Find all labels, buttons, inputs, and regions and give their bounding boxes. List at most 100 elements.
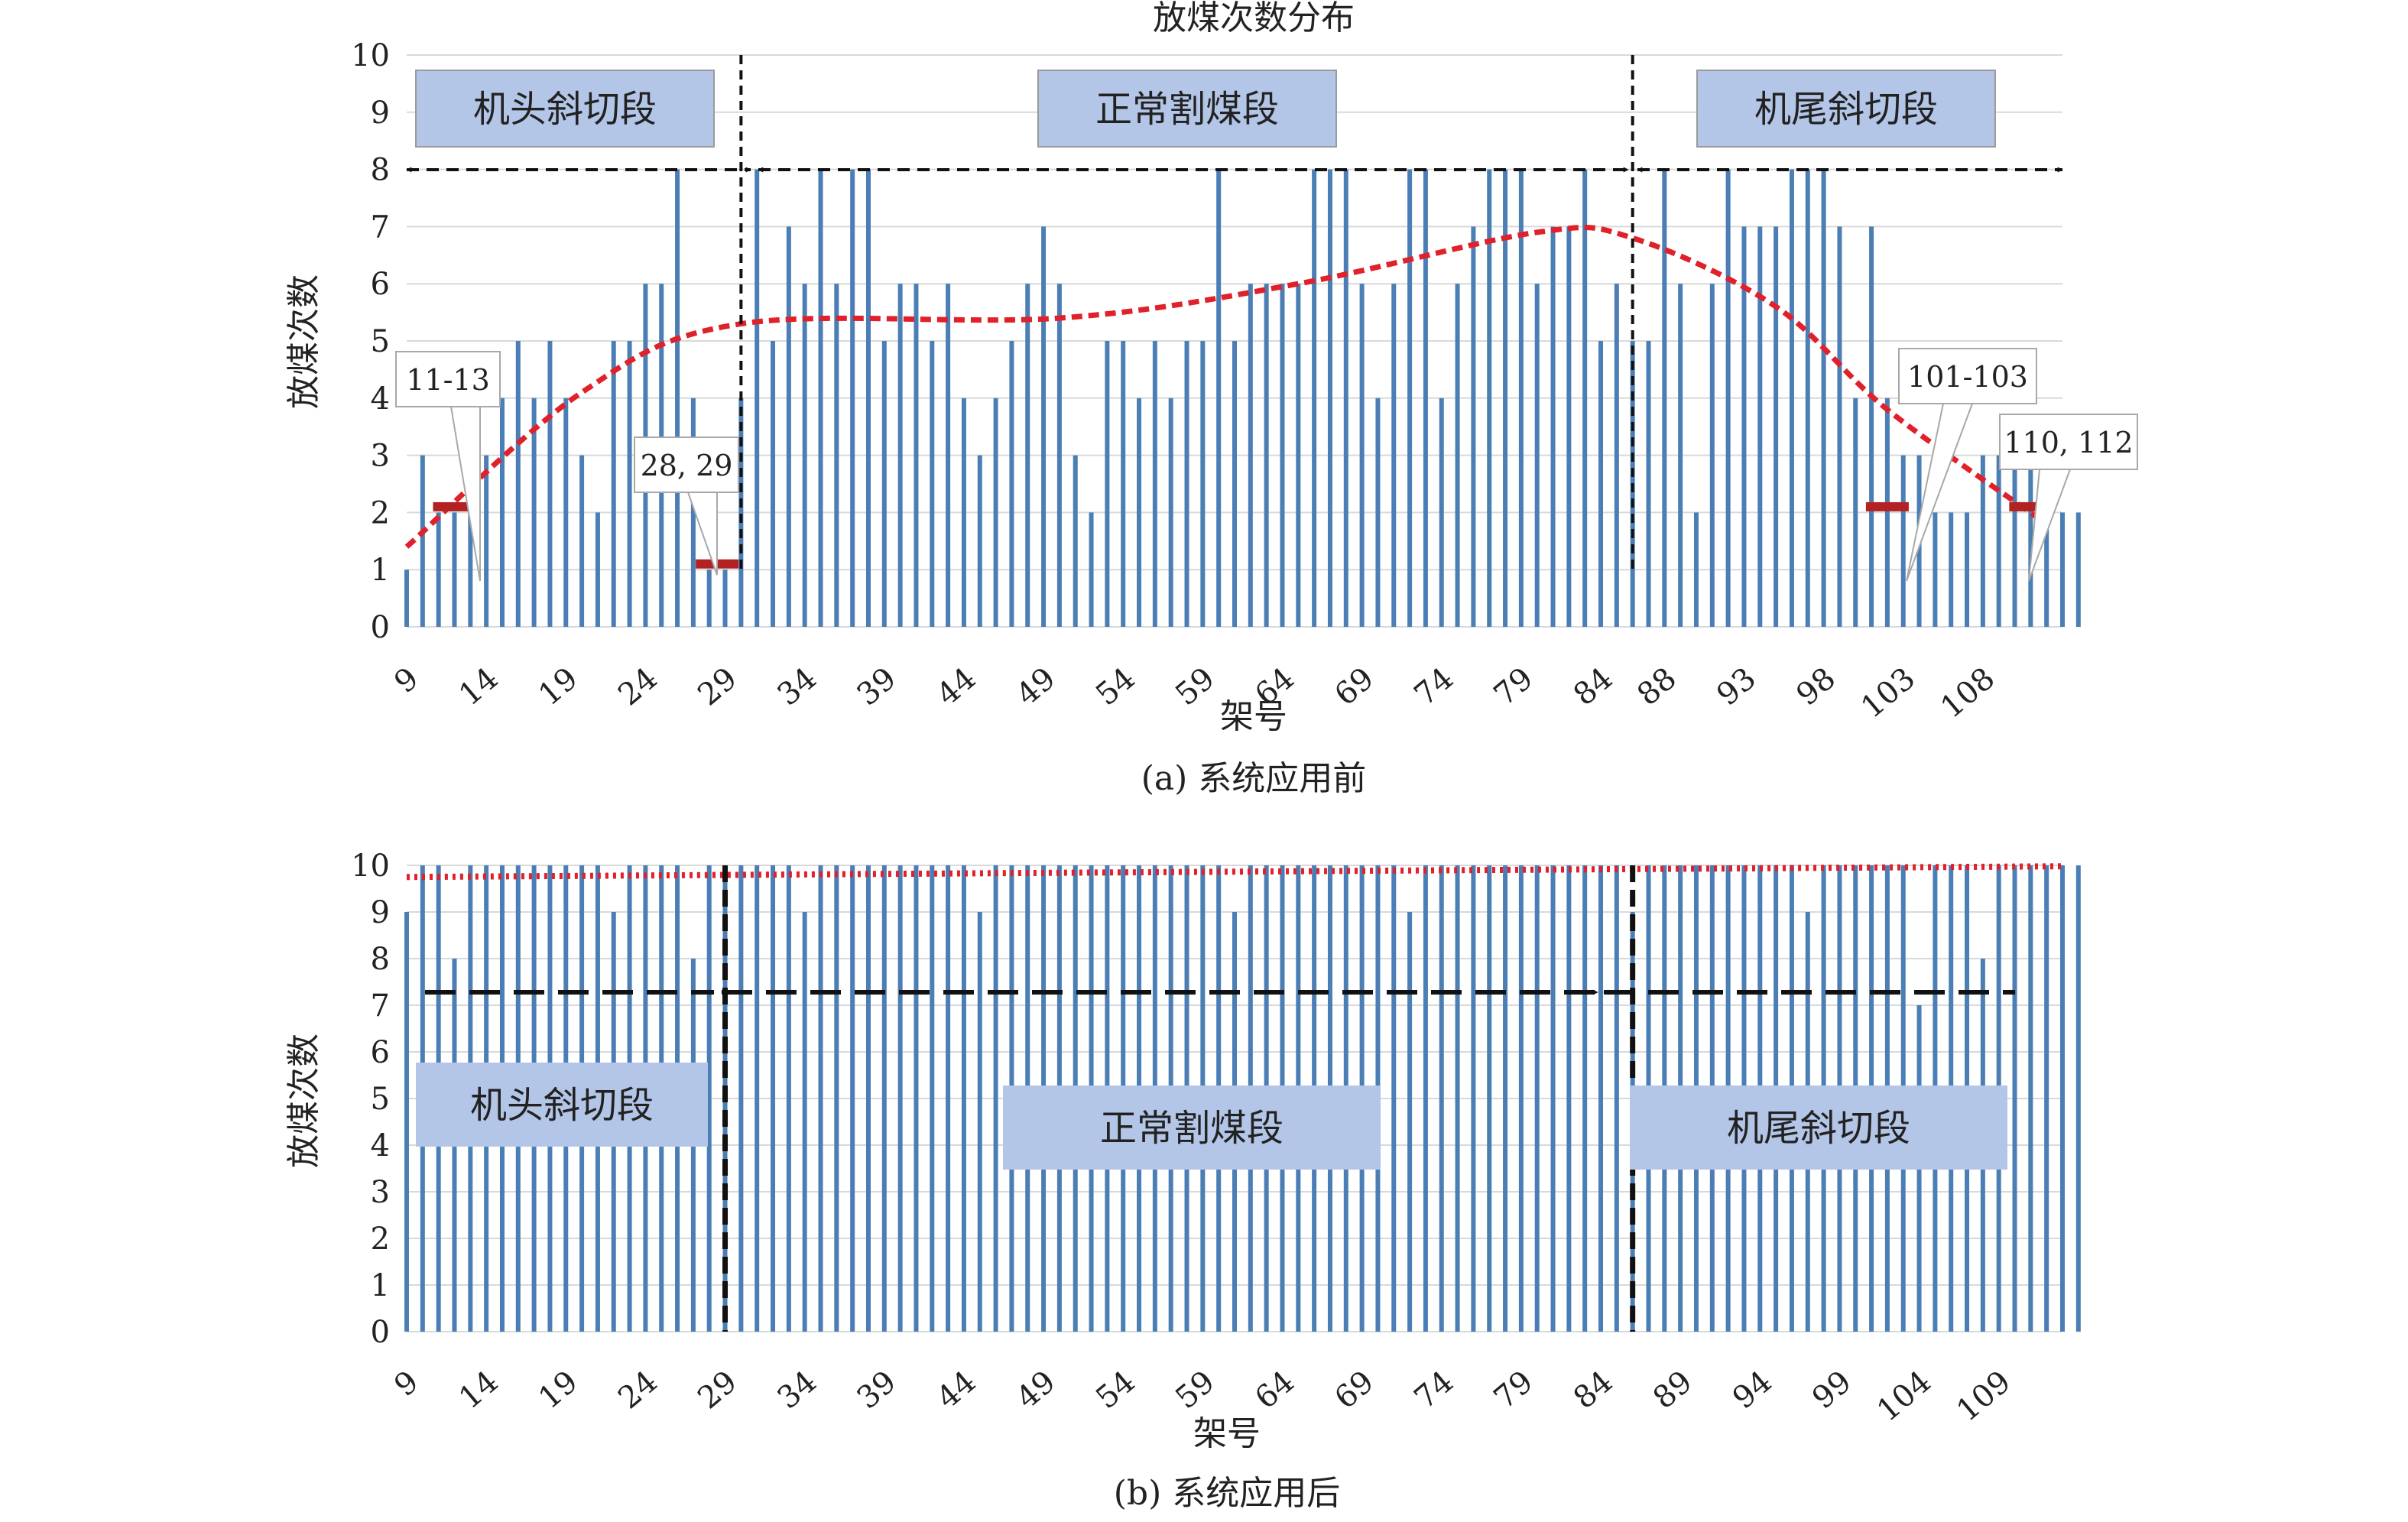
callout-label: 11-13 bbox=[406, 363, 490, 397]
bar bbox=[738, 865, 744, 1332]
callout-label: 110, 112 bbox=[2004, 426, 2133, 459]
bar bbox=[771, 341, 776, 627]
x-tick-label: 69 bbox=[1328, 1364, 1381, 1416]
x-tick-label: 104 bbox=[1871, 1364, 1938, 1428]
bar bbox=[2012, 865, 2017, 1332]
bar bbox=[675, 169, 680, 628]
bar bbox=[468, 512, 473, 627]
bar bbox=[1423, 865, 1428, 1332]
segment-label: 正常割煤段 bbox=[1095, 88, 1279, 131]
bar bbox=[1152, 341, 1157, 627]
bar bbox=[1025, 284, 1030, 627]
y-tick-label: 7 bbox=[371, 988, 390, 1024]
bar bbox=[2012, 455, 2017, 627]
x-tick-label: 14 bbox=[453, 1364, 505, 1416]
bar bbox=[611, 341, 616, 627]
bar bbox=[1056, 284, 1062, 627]
bar bbox=[1407, 169, 1413, 628]
bar bbox=[1487, 865, 1492, 1332]
bar bbox=[1121, 341, 1126, 627]
bar bbox=[1900, 455, 1906, 627]
callout-pointer bbox=[2028, 469, 2071, 582]
bar bbox=[1693, 512, 1699, 627]
x-tick-label: 24 bbox=[612, 660, 664, 712]
bar bbox=[771, 865, 776, 1332]
x-tick-label: 54 bbox=[1089, 1364, 1142, 1416]
bar bbox=[818, 865, 823, 1332]
bar bbox=[2060, 865, 2065, 1332]
y-tick-label: 3 bbox=[371, 439, 390, 474]
bar bbox=[1439, 398, 1444, 627]
bar bbox=[1949, 512, 1954, 627]
bar bbox=[1933, 512, 1938, 627]
bar bbox=[420, 455, 425, 627]
bar bbox=[1327, 169, 1332, 628]
y-tick-label: 9 bbox=[371, 895, 390, 930]
bar bbox=[484, 455, 489, 627]
bar bbox=[404, 912, 409, 1332]
bar bbox=[1550, 865, 1556, 1332]
x-tick-label: 49 bbox=[1010, 660, 1063, 712]
callout-pointer bbox=[687, 492, 718, 576]
y-tick-label: 8 bbox=[371, 153, 390, 188]
bar bbox=[1534, 865, 1540, 1332]
bar bbox=[1503, 865, 1508, 1332]
bar bbox=[2028, 865, 2033, 1332]
x-tick-label: 39 bbox=[851, 1364, 904, 1416]
segment-label-box bbox=[1630, 1086, 2007, 1170]
segment-label: 机尾斜切段 bbox=[1754, 88, 1938, 131]
bar bbox=[1869, 226, 1874, 627]
x-tick-label: 19 bbox=[532, 660, 585, 712]
bar bbox=[1359, 284, 1365, 627]
bar bbox=[1168, 398, 1173, 627]
bar bbox=[818, 169, 823, 628]
y-tick-label: 9 bbox=[371, 96, 390, 131]
x-tick-label: 44 bbox=[930, 1364, 983, 1416]
bar bbox=[1200, 341, 1206, 627]
bar bbox=[547, 341, 553, 627]
bar bbox=[946, 284, 951, 627]
y-tick-label: 4 bbox=[371, 1128, 390, 1163]
segment-label-box bbox=[1037, 70, 1337, 148]
x-tick-label: 109 bbox=[1950, 1364, 2017, 1428]
bar bbox=[1248, 284, 1253, 627]
bar bbox=[755, 169, 760, 628]
x-tick-label: 74 bbox=[1408, 1364, 1461, 1416]
x-tick-label: 29 bbox=[691, 660, 744, 712]
callout-box bbox=[395, 351, 501, 407]
chart-b-y-ticks: 0 1 2 3 4 5 6 7 8 9 10 bbox=[351, 849, 390, 1350]
bar bbox=[627, 341, 632, 627]
bar bbox=[1407, 912, 1413, 1332]
chart-a-trend-line bbox=[404, 225, 2049, 549]
callout-box bbox=[1898, 348, 2037, 404]
x-tick-label: 24 bbox=[612, 1364, 664, 1416]
callout-box bbox=[634, 436, 739, 493]
callout-label: 101-103 bbox=[1907, 360, 2028, 394]
x-tick-label: 9 bbox=[388, 660, 425, 700]
y-tick-label: 0 bbox=[371, 1315, 390, 1350]
bar bbox=[1439, 865, 1444, 1332]
callout-pointer bbox=[1906, 403, 1973, 582]
bar bbox=[579, 455, 585, 627]
y-tick-label: 8 bbox=[371, 942, 390, 977]
bar bbox=[930, 865, 935, 1332]
x-tick-label: 74 bbox=[1408, 660, 1461, 712]
bar bbox=[2044, 455, 2049, 627]
bar bbox=[993, 398, 998, 627]
bar bbox=[1598, 865, 1604, 1332]
range-marker bbox=[1865, 501, 1909, 511]
chart-a-y-label: 放煤次数 bbox=[284, 274, 323, 409]
chart-a-x-ticks: 9 14 19 24 29 34 39 44 49 54 59 64 69 74 79 84 88 93 98 103… bbox=[388, 660, 2001, 725]
bar bbox=[1232, 341, 1237, 627]
bar bbox=[690, 398, 696, 627]
bar bbox=[881, 341, 887, 627]
x-tick-label: 19 bbox=[532, 1364, 585, 1416]
segment-label-box bbox=[1696, 70, 1996, 148]
bar bbox=[1774, 226, 1779, 627]
x-tick-label: 34 bbox=[771, 660, 824, 712]
bar bbox=[1550, 226, 1556, 627]
bar bbox=[993, 865, 998, 1332]
bar bbox=[1391, 865, 1397, 1332]
bar bbox=[2044, 865, 2049, 1332]
bar bbox=[1837, 226, 1842, 627]
